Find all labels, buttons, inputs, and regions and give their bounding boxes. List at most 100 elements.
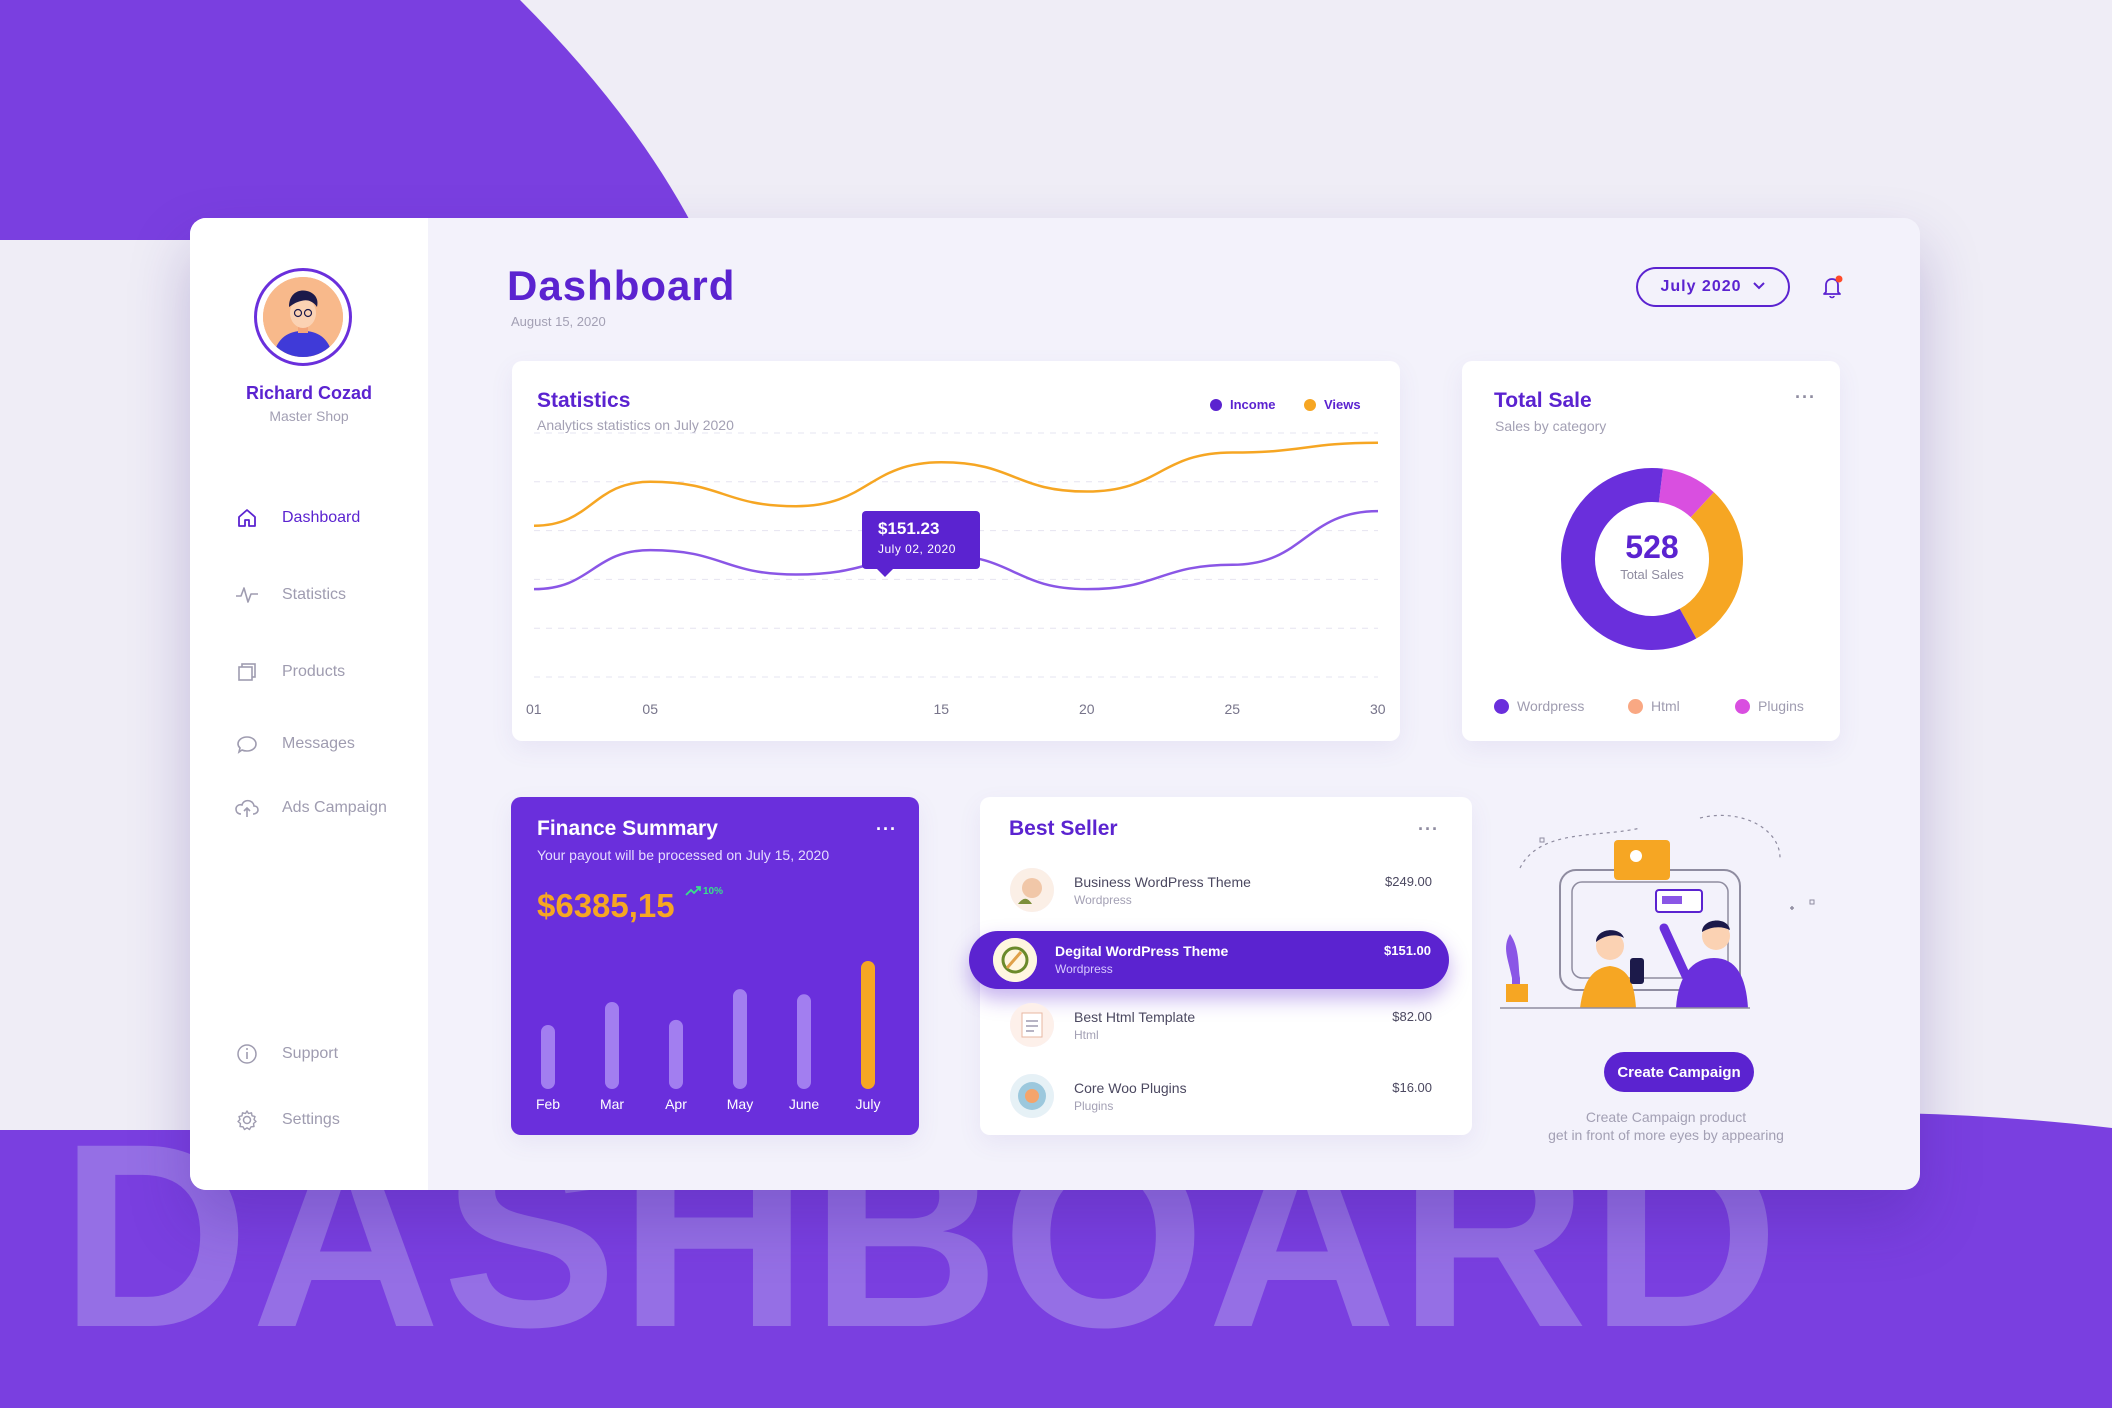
campaign-line-2: get in front of more eyes by appearing <box>1548 1127 1784 1143</box>
best-seller-item[interactable]: Best Html Template Html $82.00 <box>1002 997 1442 1053</box>
avatar[interactable] <box>254 268 352 366</box>
product-thumbnail <box>1010 1074 1054 1118</box>
legend-label: Views <box>1324 397 1361 412</box>
series-line-views <box>533 441 1379 527</box>
bar-apr[interactable] <box>669 1019 683 1089</box>
product-name: Business WordPress Theme <box>1074 874 1251 890</box>
bar-label: Apr <box>665 1096 687 1112</box>
notification-bell-icon[interactable] <box>1820 274 1846 300</box>
x-tick-label: 30 <box>1370 701 1386 717</box>
statistics-title: Statistics <box>537 389 631 412</box>
legend-html: Html <box>1628 698 1680 714</box>
info-icon <box>234 1041 260 1067</box>
sidebar-item-label: Messages <box>282 735 355 752</box>
cloud-upload-icon <box>234 795 260 821</box>
product-category: Wordpress <box>1055 962 1113 976</box>
donut-center <box>1600 507 1704 611</box>
donut-total-label: Total Sales <box>1620 567 1684 582</box>
donut-svg <box>1561 468 1743 650</box>
campaign-illustration <box>1500 814 1815 1009</box>
sidebar-item-label: Statistics <box>282 586 347 603</box>
finance-summary-card: Finance Summary Your payout will be proc… <box>511 797 919 1135</box>
product-thumbnail <box>993 938 1037 982</box>
bar-chart <box>541 961 875 1089</box>
sidebar-item-ads-campaign[interactable]: Ads Campaign <box>234 793 387 823</box>
product-price: $151.00 <box>1384 943 1431 958</box>
best-seller-item[interactable]: Core Woo Plugins Plugins $16.00 <box>1002 1068 1442 1124</box>
donut-chart: 528 Total Sales <box>1560 467 1744 651</box>
legend-plugins: Plugins <box>1735 698 1804 714</box>
chat-icon <box>234 731 260 757</box>
more-options-icon[interactable]: ··· <box>1418 819 1439 839</box>
bar-label: May <box>726 1096 754 1112</box>
chevron-down-icon <box>1752 278 1766 296</box>
gear-icon <box>234 1107 260 1133</box>
campaign-promo: Create Campaign Create Campaign product … <box>1480 808 1852 1168</box>
legend-dot <box>1210 398 1222 411</box>
donut-slice-plugins[interactable] <box>1658 468 1714 518</box>
sidebar-item-label: Products <box>282 663 346 680</box>
sidebar-item-settings[interactable]: Settings <box>234 1105 340 1135</box>
dashboard-window: Richard Cozad Master Shop Dashboard Stat… <box>190 218 1920 1190</box>
product-name: Best Html Template <box>1074 1009 1196 1025</box>
donut-total-value: 528 <box>1625 529 1679 565</box>
bar-mar[interactable] <box>605 1001 619 1089</box>
user-name: Richard Cozad <box>245 383 373 403</box>
product-category: Wordpress <box>1074 893 1132 907</box>
total-sale-card: Total Sale Sales by category ··· 528 Tot… <box>1462 361 1840 741</box>
product-name: Core Woo Plugins <box>1074 1080 1187 1096</box>
best-seller-title: Best Seller <box>1009 817 1118 840</box>
sidebar-item-support[interactable]: Support <box>234 1039 338 1069</box>
legend-income: Income <box>1210 397 1276 412</box>
page-title: Dashboard <box>507 262 736 309</box>
bar-may[interactable] <box>733 989 747 1089</box>
sidebar-item-statistics[interactable]: Statistics <box>234 580 346 610</box>
x-tick-label: 05 <box>642 701 658 717</box>
product-category: Plugins <box>1074 1099 1114 1113</box>
finance-trend: 10% <box>685 885 723 897</box>
sidebar-item-label: Support <box>282 1045 339 1062</box>
bar-june[interactable] <box>797 994 811 1089</box>
donut-slice-wordpress[interactable] <box>1561 468 1697 650</box>
legend-label: Income <box>1230 397 1276 412</box>
chart-tooltip: $151.23 July 02, 2020 <box>862 511 980 577</box>
finance-amount: $6385,15 <box>537 887 675 924</box>
legend-dot <box>1628 698 1643 714</box>
sidebar-item-label: Settings <box>282 1111 340 1128</box>
legend-views: Views <box>1304 397 1361 412</box>
bar-july[interactable] <box>861 961 875 1089</box>
legend-dot <box>1304 398 1316 411</box>
campaign-line-1: Create Campaign product <box>1585 1109 1747 1125</box>
legend-label: Html <box>1651 698 1680 714</box>
month-select[interactable]: July 2020 <box>1636 267 1790 307</box>
bar-label: June <box>788 1096 820 1112</box>
sidebar-item-dashboard[interactable]: Dashboard <box>234 503 360 533</box>
best-seller-item[interactable]: Business WordPress Theme Wordpress $249.… <box>1002 862 1442 918</box>
product-price: $249.00 <box>1385 874 1432 889</box>
sidebar-item-messages[interactable]: Messages <box>234 729 355 759</box>
best-seller-item-selected[interactable]: Degital WordPress Theme Wordpress $151.0… <box>969 931 1449 989</box>
legend-dot <box>1735 698 1750 714</box>
more-options-icon[interactable]: ··· <box>1795 387 1816 407</box>
product-thumbnail <box>1010 1003 1054 1047</box>
sidebar: Richard Cozad Master Shop Dashboard Stat… <box>190 218 428 1190</box>
create-campaign-button[interactable]: Create Campaign <box>1604 1052 1754 1092</box>
product-category: Html <box>1074 1028 1099 1042</box>
sidebar-item-products[interactable]: Products <box>234 657 345 687</box>
tooltip-value: $151.23 <box>878 519 940 538</box>
more-options-icon[interactable]: ··· <box>876 819 897 839</box>
bar-label: Mar <box>599 1096 625 1112</box>
donut-slice-html[interactable] <box>1679 492 1743 639</box>
finance-title: Finance Summary <box>537 817 718 840</box>
bar-label: July <box>855 1096 881 1112</box>
legend-label: Wordpress <box>1517 698 1585 714</box>
avatar-illustration <box>263 277 343 357</box>
trend-up-icon <box>685 886 701 896</box>
x-tick-label: 25 <box>1224 701 1241 717</box>
products-icon <box>234 659 260 685</box>
sidebar-item-label: Dashboard <box>282 509 361 526</box>
tooltip-date: July 02, 2020 <box>878 542 956 556</box>
x-tick-label: 15 <box>933 701 950 717</box>
legend-wordpress: Wordpress <box>1494 698 1584 714</box>
bar-feb[interactable] <box>541 1025 555 1089</box>
